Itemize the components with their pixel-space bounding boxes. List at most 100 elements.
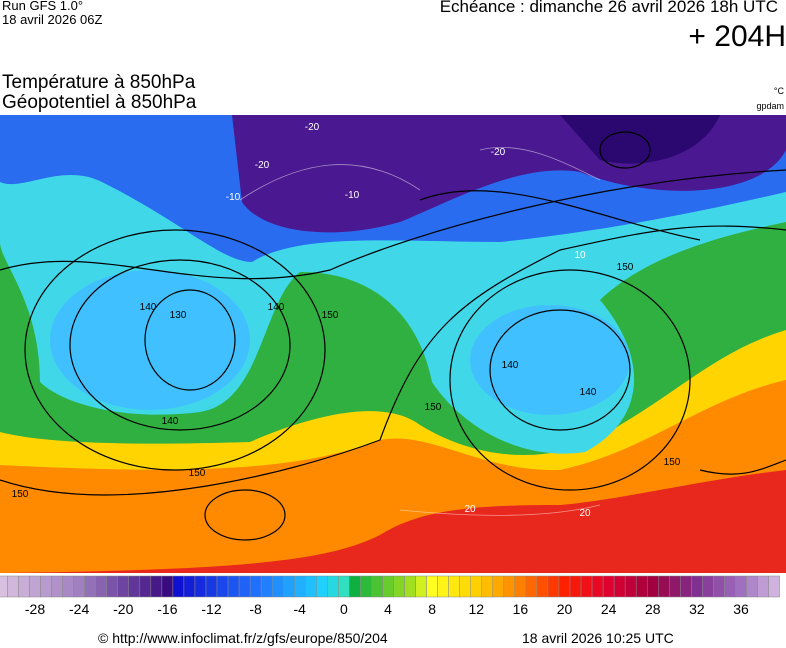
colorbar-swatch — [724, 575, 736, 598]
contour-label: 150 — [617, 262, 634, 273]
colorbar-swatch — [117, 575, 130, 598]
title-geo: Géopotentiel à 850hPa — [2, 92, 197, 113]
colorbar-swatch — [360, 575, 372, 598]
colorbar-swatch — [514, 575, 527, 598]
colorbar-swatch — [293, 575, 306, 598]
colorbar-swatch — [338, 575, 350, 598]
run: Run GFS 1.0° — [2, 0, 84, 13]
colorbar-swatch — [437, 575, 449, 598]
colorbar-swatch — [669, 575, 681, 598]
colorbar-swatch — [161, 575, 174, 598]
colorbar-swatch — [757, 575, 769, 598]
colorbar-tick-label: 36 — [733, 601, 749, 617]
contour-label: -20 — [255, 160, 270, 171]
colorbar-swatch — [95, 575, 107, 598]
contour-label: 130 — [170, 310, 187, 321]
contour-label: 150 — [425, 402, 442, 413]
colorbar-tick-label: 8 — [428, 601, 436, 617]
colorbar-swatch — [713, 575, 725, 598]
colorbar-swatch — [349, 575, 361, 598]
colorbar-swatch — [536, 575, 549, 598]
colorbar-swatch — [128, 575, 141, 598]
colorbar-swatch — [150, 575, 163, 598]
colorbar-swatch — [18, 575, 30, 598]
title-temp: Température à 850hPa — [2, 72, 196, 93]
colorbar-tick-label: 4 — [384, 601, 392, 617]
footer-url: © http://www.infoclimat.fr/z/gfs/europe/… — [98, 630, 388, 646]
colorbar-tick-label: 28 — [645, 601, 661, 617]
contour-label: 140 — [140, 302, 157, 313]
colorbar-swatch — [382, 575, 394, 598]
colorbar-tick-label: -16 — [157, 601, 177, 617]
colorbar-tick-label: -12 — [201, 601, 221, 617]
colorbar-swatch — [271, 575, 284, 598]
contour-label: 140 — [268, 302, 285, 313]
colorbar-swatch — [194, 575, 207, 598]
colorbar-swatch — [658, 575, 670, 598]
colorbar-swatch — [282, 575, 295, 598]
colorbar-swatch — [106, 575, 118, 598]
colorbar-swatch — [205, 575, 218, 598]
colorbar-swatch — [305, 575, 317, 598]
colorbar-swatch — [492, 575, 505, 598]
colorbar-swatch — [40, 575, 52, 598]
colorbar-swatch — [29, 575, 41, 598]
colorbar-tick-label: -20 — [113, 601, 133, 617]
run-date: 18 avril 2026 06Z — [2, 12, 103, 27]
colorbar-swatch — [227, 575, 240, 598]
contour-label: 140 — [162, 416, 179, 427]
colorbar-tick-label: 20 — [557, 601, 573, 617]
colorbar-swatch — [260, 575, 273, 598]
colorbar-swatch — [139, 575, 152, 598]
colorbar-swatch — [569, 575, 582, 598]
colorbar-tick-label: -8 — [249, 601, 262, 617]
colorbar-swatch — [591, 575, 604, 598]
contour-label: 150 — [322, 310, 339, 321]
temperature-field — [0, 115, 786, 573]
colorbar-swatch — [768, 575, 780, 598]
colorbar-swatch — [635, 575, 648, 598]
contour-label: 20 — [464, 504, 476, 515]
colorbar-swatch — [238, 575, 251, 598]
colorbar-swatch — [0, 575, 8, 598]
contour-label: 150 — [189, 468, 206, 479]
colorbar-swatch — [580, 575, 593, 598]
colorbar-swatch — [73, 575, 85, 598]
colorbar-tick-label: 24 — [601, 601, 617, 617]
colorbar-swatch — [249, 575, 262, 598]
contour-label: 20 — [579, 508, 591, 519]
footer-date: 18 avril 2026 10:25 UTC — [522, 630, 674, 646]
colorbar-swatch — [691, 575, 703, 598]
colorbar-tick-label: 0 — [340, 601, 348, 617]
contour-label: -20 — [491, 147, 506, 158]
colorbar-swatch — [547, 575, 560, 598]
colorbar-swatch — [613, 575, 626, 598]
colorbar-swatch — [503, 575, 516, 598]
colorbar-tick-label: -28 — [25, 601, 45, 617]
colorbar-swatch — [470, 575, 483, 598]
colorbar-swatch — [702, 575, 714, 598]
colorbar-swatch — [448, 575, 460, 598]
colorbar-tick-label: 16 — [513, 601, 529, 617]
contour-label: 140 — [502, 360, 519, 371]
colorbar-swatch — [371, 575, 383, 598]
colorbar-tick-label: 12 — [468, 601, 484, 617]
colorbar-swatch — [525, 575, 538, 598]
colorbar-tick-label: -4 — [294, 601, 307, 617]
unit-temp: °C — [773, 86, 784, 96]
colorbar-swatch — [426, 575, 438, 598]
colorbar-swatch — [746, 575, 758, 598]
colorbar-swatch — [327, 575, 339, 598]
colorbar-swatch — [404, 575, 416, 598]
colorbar-swatch — [172, 575, 185, 598]
colorbar-tick-label: -24 — [69, 601, 89, 617]
colorbar-swatch — [84, 575, 96, 598]
colorbar-swatch — [602, 575, 615, 598]
colorbar-swatch — [393, 575, 405, 598]
lead-time: + 204H — [688, 20, 786, 53]
contour-label: -10 — [345, 190, 360, 201]
colorbar-swatch — [735, 575, 747, 598]
unit-geo: gpdam — [756, 101, 784, 111]
colorbar-swatch — [51, 575, 63, 598]
